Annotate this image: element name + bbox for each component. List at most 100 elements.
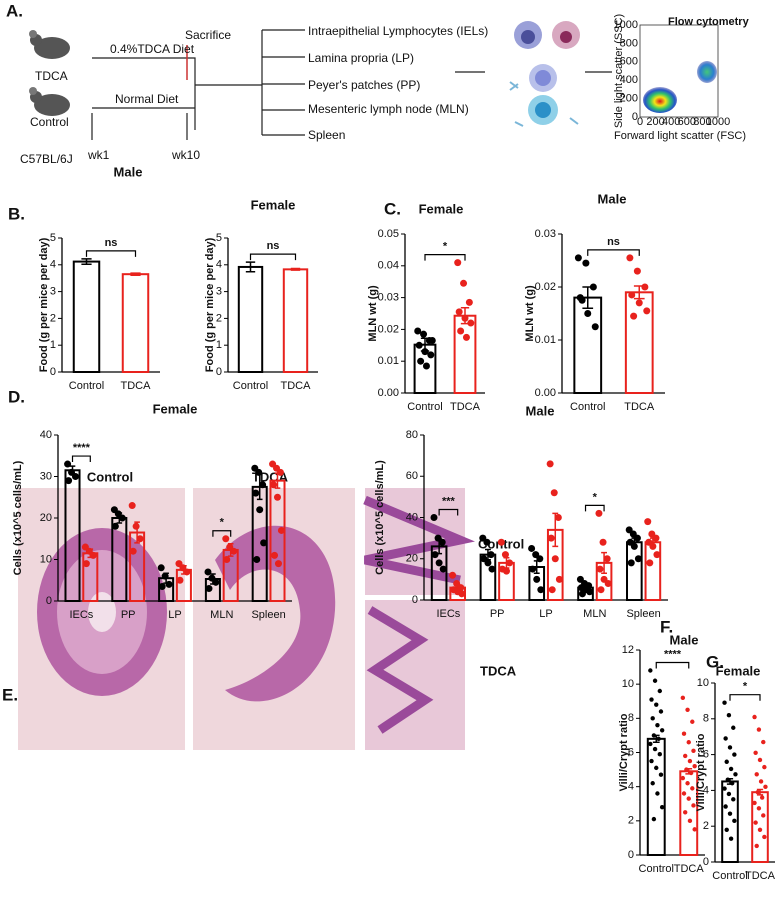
- significance-bracket: [71, 455, 91, 463]
- data-point: [591, 323, 599, 331]
- flow-y-tick: 600: [620, 56, 638, 68]
- significance-label: *: [593, 491, 598, 503]
- significance-bracket: [587, 249, 640, 256]
- data-point: [136, 535, 144, 543]
- data-point: [599, 538, 607, 546]
- data-point: [691, 748, 696, 753]
- data-point: [731, 725, 736, 730]
- data-point: [455, 308, 463, 316]
- data-point: [176, 576, 184, 584]
- data-point: [457, 327, 465, 335]
- y-axis-label: Villi/Crypt ratio: [695, 733, 707, 811]
- y-tick-label: 80: [406, 429, 418, 441]
- y-tick-label: 0: [703, 856, 709, 868]
- data-point: [727, 811, 733, 816]
- data-point: [756, 806, 762, 811]
- data-point: [761, 739, 766, 745]
- data-point: [758, 779, 764, 784]
- y-tick-label: 1: [216, 339, 222, 351]
- data-point: [546, 460, 554, 468]
- data-point: [204, 568, 212, 576]
- tissue-label: Peyer's patches (PP): [308, 78, 420, 92]
- data-point: [657, 752, 662, 757]
- panel-label: A.: [6, 1, 23, 20]
- data-point: [723, 736, 728, 741]
- significance-bracket: [212, 530, 232, 537]
- data-point: [651, 733, 657, 738]
- y-tick-label: 0.04: [378, 260, 399, 272]
- data-point: [483, 538, 491, 546]
- data-point: [755, 789, 761, 795]
- data-point: [652, 534, 660, 542]
- data-point: [129, 547, 137, 555]
- data-point: [681, 731, 687, 736]
- y-tick-label: 0.02: [378, 323, 399, 335]
- data-point: [752, 714, 757, 720]
- x-tick-label: PP: [490, 608, 505, 620]
- y-tick-label: 20: [40, 512, 52, 524]
- data-point: [732, 752, 737, 757]
- data-point: [757, 827, 763, 832]
- y-tick-label: 0.05: [378, 228, 399, 240]
- tissue-label: Intraepithelial Lymphocytes (IELs): [308, 24, 488, 38]
- flow-x-tick: 400: [662, 116, 680, 128]
- y-tick-label: 5: [216, 232, 222, 244]
- data-point: [65, 477, 73, 485]
- flow-xlabel: Forward light scatter (FSC): [614, 130, 746, 142]
- data-point: [536, 555, 544, 563]
- data-point: [752, 800, 757, 806]
- y-tick-label: 0.00: [378, 387, 399, 399]
- y-axis-label: MLN wt (g): [367, 285, 379, 342]
- x-tick-label: TDCA: [281, 380, 312, 392]
- data-point: [128, 502, 136, 510]
- y-tick-label: 0: [628, 849, 634, 861]
- data-point: [506, 559, 514, 567]
- data-point: [501, 551, 509, 559]
- y-tick-label: 0.00: [535, 387, 556, 399]
- y-tick-label: 0.01: [378, 355, 399, 367]
- data-point: [256, 506, 264, 514]
- data-point: [428, 337, 436, 345]
- bar: [72, 260, 101, 374]
- data-point: [762, 834, 767, 840]
- y-axis-label: Villi/Crypt ratio: [618, 713, 630, 791]
- panel-label: D.: [8, 387, 25, 406]
- data-point: [435, 559, 443, 567]
- x-tick-label: Control: [69, 380, 104, 392]
- data-point: [635, 299, 643, 307]
- data-point: [460, 279, 468, 287]
- data-point: [656, 736, 661, 742]
- data-point: [628, 291, 636, 299]
- error-bar: [81, 258, 92, 266]
- panel-label: G.: [706, 652, 724, 671]
- y-tick-label: 5: [50, 232, 56, 244]
- data-point: [548, 586, 556, 594]
- data-point: [222, 535, 230, 543]
- data-point: [274, 560, 282, 568]
- y-tick-label: 2: [703, 820, 709, 832]
- y-tick-label: 0.03: [535, 228, 556, 240]
- x-tick-label: IECs: [69, 609, 93, 621]
- data-point: [161, 572, 169, 580]
- chart-title: Male: [526, 403, 555, 418]
- data-point: [64, 460, 72, 468]
- strain-label: C57BL/6J: [20, 152, 73, 166]
- flow-x-tick: 200: [646, 116, 664, 128]
- data-point: [657, 688, 662, 694]
- data-point: [690, 786, 695, 791]
- x-tick-label: MLN: [583, 608, 606, 620]
- y-tick-label: 0: [216, 366, 222, 378]
- data-point: [724, 827, 729, 832]
- data-point: [438, 538, 446, 546]
- bar: [237, 265, 264, 373]
- data-point: [551, 555, 559, 563]
- x-tick-label: TDCA: [121, 380, 152, 392]
- chart-title: Female: [251, 197, 296, 212]
- y-tick-label: 0: [412, 594, 418, 606]
- data-point: [680, 695, 686, 701]
- y-tick-label: 8: [628, 712, 634, 724]
- data-point: [252, 489, 260, 497]
- data-point: [259, 481, 267, 489]
- y-tick-label: 4: [703, 784, 709, 796]
- data-point: [654, 765, 659, 771]
